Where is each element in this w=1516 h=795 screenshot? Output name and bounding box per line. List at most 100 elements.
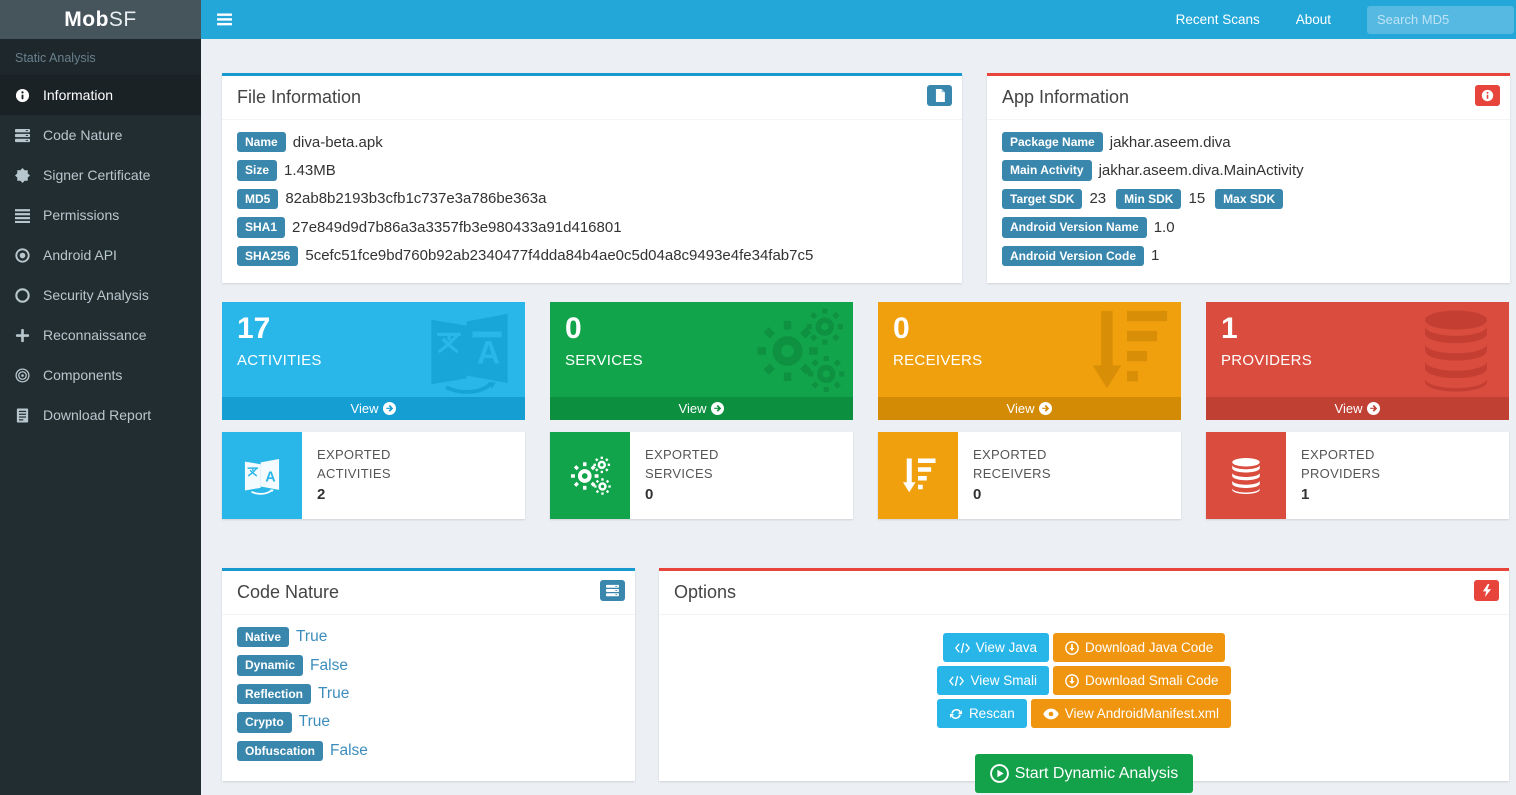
arrow-circle-right-icon <box>383 402 397 415</box>
md5-tag: MD5 <box>237 188 279 210</box>
target-sdk-tag: Target SDK <box>1002 188 1083 210</box>
certificate-icon <box>15 167 37 183</box>
database-icon <box>1206 432 1286 519</box>
sidebar-item-label: Download Report <box>43 407 152 423</box>
exported-providers-value: 1 <box>1301 486 1310 503</box>
dot-circle-icon <box>15 247 37 263</box>
sha256-value: 5cefc51fce9bd760b92ab2340477f4dda84b4ae0… <box>305 247 814 265</box>
sidebar-item-code-nature[interactable]: Code Nature <box>0 115 201 155</box>
flash-icon[interactable] <box>1474 580 1499 601</box>
name-tag: Name <box>237 132 286 153</box>
reflection-tag: Reflection <box>237 683 312 705</box>
info-circle-icon <box>15 88 37 103</box>
file-text-icon <box>15 407 37 423</box>
info-icon[interactable] <box>1475 85 1500 106</box>
min-sdk-value: 15 <box>1188 190 1206 208</box>
bullseye-icon <box>15 367 37 383</box>
exported-services-value: 0 <box>645 486 654 503</box>
file-information-body: Name diva-beta.apk Size 1.43MB MD5 82ab8b21… <box>222 120 962 286</box>
main-activity-tag: Main Activity <box>1002 160 1092 181</box>
card-title: App Information <box>1002 87 1130 107</box>
sidebar-item-label: Code Nature <box>43 127 123 143</box>
code-icon <box>949 675 965 687</box>
download-smali-code-button[interactable]: Download Smali Code <box>1052 666 1231 695</box>
sidebar-item-permissions[interactable]: Permissions <box>0 195 201 235</box>
size-tag: Size <box>237 160 278 181</box>
sidebar-item-label: Signer Certificate <box>43 167 151 183</box>
app-logo[interactable]: Mob SF <box>0 0 201 39</box>
plus-icon <box>15 328 37 343</box>
android-version-name-value: 1.0 <box>1153 218 1175 236</box>
activities-view-link[interactable]: View <box>222 397 525 420</box>
receivers-label: RECEIVERS <box>893 352 983 369</box>
receivers-view-link[interactable]: View <box>878 397 1181 420</box>
start-dynamic-analysis-button[interactable]: Start Dynamic Analysis <box>974 754 1194 793</box>
sidebar-item-components[interactable]: Components <box>0 355 201 395</box>
services-stat-box: 0 SERVICES \ View <box>550 302 853 420</box>
list-icon <box>15 208 37 223</box>
code-nature-header: Code Nature <box>222 571 635 615</box>
file-icon[interactable] <box>927 85 952 106</box>
view-androidmanifest-button[interactable]: View AndroidManifest.xml <box>1030 699 1232 728</box>
exported-line1: EXPORTED <box>317 447 391 462</box>
server-icon <box>15 128 37 143</box>
search-md5-input[interactable] <box>1367 5 1514 34</box>
exported-activities-box: A EXPORTED ACTIVITIES 2 <box>222 432 525 519</box>
options-header: Options <box>659 571 1509 615</box>
card-title: Options <box>674 582 737 602</box>
arrow-circle-right-icon <box>1367 402 1381 415</box>
database-icon <box>1411 308 1501 399</box>
exported-providers-box: EXPORTED PROVIDERS 1 <box>1206 432 1509 519</box>
nav-recent-scans-link[interactable]: Recent Scans <box>1175 12 1260 27</box>
exported-line2: PROVIDERS <box>1301 466 1381 481</box>
sha256-tag: SHA256 <box>237 245 299 266</box>
code-nature-body: Native True Dynamic False Reflection True C… <box>222 615 635 781</box>
arrow-circle-right-icon <box>1039 402 1053 415</box>
services-view-link[interactable]: View <box>550 397 853 420</box>
rescan-button[interactable]: Rescan <box>936 699 1027 728</box>
exported-line2: ACTIVITIES <box>317 466 391 481</box>
sidebar-item-android-api[interactable]: Android API <box>0 235 201 275</box>
view-java-button[interactable]: View Java <box>942 633 1049 662</box>
sidebar-item-label: Components <box>43 367 123 383</box>
download-java-code-button[interactable]: Download Java Code <box>1052 633 1226 662</box>
sidebar-item-signer-certificate[interactable]: Signer Certificate <box>0 155 201 195</box>
nav-about-link[interactable]: About <box>1295 12 1331 27</box>
dynamic-value: False <box>310 656 348 674</box>
providers-label: PROVIDERS <box>1221 352 1313 369</box>
view-smali-button[interactable]: View Smali <box>937 666 1049 695</box>
gears-icon <box>550 432 630 519</box>
sidebar-item-download-report[interactable]: Download Report <box>0 395 201 435</box>
app-information-header: App Information <box>987 76 1510 120</box>
sort-amount-desc-icon <box>1081 308 1173 399</box>
target-sdk-value: 23 <box>1089 190 1107 208</box>
obfuscation-tag: Obfuscation <box>237 740 324 761</box>
hamburger-menu-icon[interactable] <box>201 0 247 39</box>
code-icon <box>954 642 970 654</box>
native-tag: Native <box>237 627 290 648</box>
options-card: Options View Java Download Java Code Vie… <box>659 568 1509 793</box>
sha1-tag: SHA1 <box>237 217 286 238</box>
package-name-tag: Package Name <box>1002 132 1103 153</box>
file-information-card: File Information Name diva-beta.apk Size 1… <box>222 73 962 283</box>
sidebar-item-reconnaissance[interactable]: Reconnaissance <box>0 315 201 355</box>
providers-view-link[interactable]: View <box>1206 397 1509 420</box>
file-name-value: diva-beta.apk <box>292 133 383 151</box>
providers-stat-box: 1 PROVIDERS View <box>1206 302 1509 420</box>
sidebar-item-label: Reconnaissance <box>43 327 147 343</box>
file-size-value: 1.43MB <box>284 162 336 180</box>
app-information-body: Package Name jakhar.aseem.diva Main Activ… <box>987 120 1510 286</box>
code-nature-card: Code Nature Native True Dynamic False Refl… <box>222 568 635 781</box>
receivers-count: 0 <box>893 312 910 345</box>
sidebar: Mob SF Static Analysis Information Code N… <box>0 0 201 795</box>
play-circle-icon <box>989 764 1009 783</box>
card-title: File Information <box>237 87 362 107</box>
services-count: 0 <box>565 312 582 345</box>
min-sdk-tag: Min SDK <box>1116 188 1182 210</box>
sidebar-item-security-analysis[interactable]: Security Analysis <box>0 275 201 315</box>
exported-line1: EXPORTED <box>973 447 1047 462</box>
server-icon[interactable] <box>600 580 625 601</box>
obfuscation-value: False <box>330 741 368 759</box>
sidebar-item-information[interactable]: Information <box>0 75 201 115</box>
activities-stat-box: 17 ACTIVITIES A View <box>222 302 525 420</box>
